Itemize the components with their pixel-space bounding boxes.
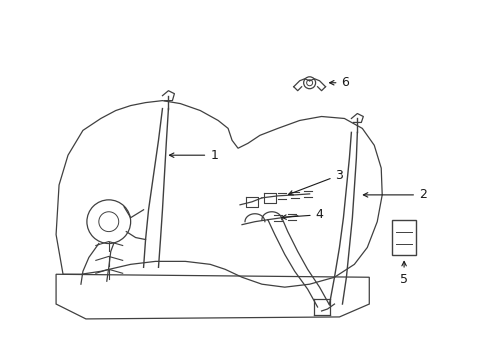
Text: 1: 1 bbox=[169, 149, 218, 162]
Text: 5: 5 bbox=[399, 261, 407, 286]
Text: 4: 4 bbox=[281, 208, 323, 221]
Text: 6: 6 bbox=[329, 76, 348, 89]
Text: 3: 3 bbox=[288, 168, 343, 195]
Text: 2: 2 bbox=[363, 188, 426, 201]
